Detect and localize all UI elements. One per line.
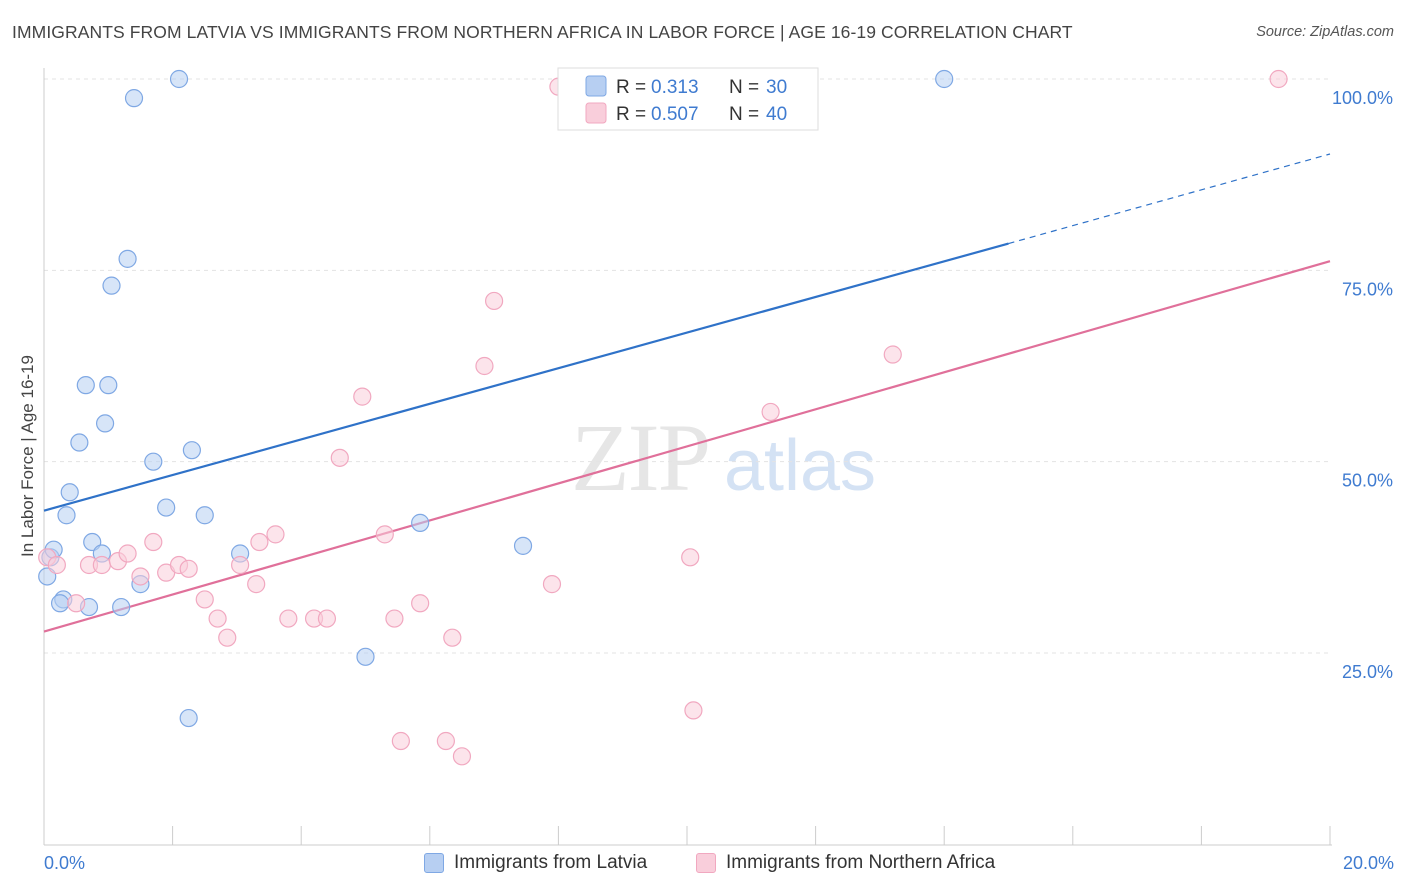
x-tick-label-min: 0.0% — [44, 853, 85, 873]
point-s2-39 — [1269, 69, 1288, 89]
watermark-atlas: atlas — [724, 426, 876, 506]
y-axis-label: In Labor Force | Age 16-19 — [18, 355, 37, 557]
point-s2-28 — [436, 731, 455, 751]
point-s2-23 — [353, 387, 372, 406]
point-s2-25 — [385, 609, 404, 628]
point-s2-36 — [684, 701, 703, 720]
point-s2-18 — [266, 525, 285, 544]
legend-n-label-northern-africa: N = — [729, 104, 759, 125]
point-s2-37 — [761, 402, 780, 422]
point-s2-6 — [118, 544, 137, 563]
chart-title: IMMIGRANTS FROM LATVIA VS IMMIGRANTS FRO… — [12, 22, 1073, 42]
point-s1-15 — [112, 597, 131, 617]
point-s1-29 — [935, 69, 954, 89]
y-tick-label-100: 100.0% — [1332, 88, 1393, 108]
point-s1-14 — [102, 276, 121, 295]
x-ticks — [172, 826, 1331, 845]
series-latvia-points — [38, 69, 954, 728]
point-s1-22 — [179, 708, 198, 728]
point-s1-19 — [144, 452, 163, 471]
point-s1-21 — [169, 69, 189, 89]
legend-r-value-latvia: 0.313 — [651, 77, 699, 98]
axes — [43, 68, 1332, 846]
point-s2-13 — [208, 609, 227, 628]
point-s2-12 — [195, 590, 214, 609]
point-s2-11 — [179, 559, 198, 578]
watermark-zip: ZIP — [571, 404, 709, 511]
trend-line-0 — [43, 242, 1009, 512]
legend-n-label-latvia: N = — [729, 77, 759, 98]
point-s1-28 — [513, 536, 533, 555]
legend-n-value-latvia: 30 — [766, 77, 787, 98]
y-tick-label-75: 75.0% — [1342, 279, 1393, 299]
point-s2-30 — [443, 628, 462, 647]
point-s2-19 — [279, 609, 298, 628]
point-s2-15 — [231, 555, 250, 575]
point-s2-29 — [452, 747, 472, 766]
point-s1-16 — [118, 249, 137, 268]
legend-label-northern-africa: Immigrants from Northern Africa — [726, 852, 996, 873]
y-tick-labels: 25.0% 50.0% 75.0% 100.0% — [1332, 88, 1393, 682]
point-s2-17 — [250, 532, 269, 552]
point-s1-4 — [50, 594, 70, 613]
point-s1-7 — [70, 433, 89, 452]
point-s1-24 — [195, 506, 214, 525]
trend-lines — [43, 153, 1331, 633]
point-s2-1 — [47, 555, 66, 575]
point-s2-32 — [485, 291, 504, 311]
point-s2-33 — [542, 575, 562, 594]
y-tick-label-50: 50.0% — [1342, 471, 1393, 491]
point-s2-8 — [144, 532, 163, 552]
point-s1-23 — [182, 441, 201, 460]
point-s2-26 — [391, 731, 410, 751]
point-s2-38 — [883, 345, 902, 364]
y-tick-label-25: 25.0% — [1342, 662, 1393, 682]
legend-label-latvia: Immigrants from Latvia — [454, 852, 648, 873]
correlation-legend: R = 0.313 N = 30 R = 0.507 N = 40 — [557, 67, 819, 131]
legend-r-value-northern-africa: 0.507 — [651, 104, 699, 125]
legend-swatch-northern-africa-bottom — [696, 853, 716, 873]
point-s1-5 — [57, 506, 76, 525]
point-s2-4 — [92, 555, 111, 575]
point-s1-6 — [60, 483, 79, 502]
point-s2-14 — [218, 628, 237, 647]
point-s2-2 — [67, 594, 86, 613]
point-s2-35 — [681, 548, 700, 567]
legend-swatch-latvia — [585, 75, 607, 97]
point-s1-13 — [99, 376, 118, 395]
series-northern-africa-points — [38, 69, 1288, 766]
point-s2-22 — [330, 448, 349, 467]
point-s1-26 — [356, 647, 375, 666]
point-s1-12 — [95, 414, 115, 433]
x-tick-label-max: 20.0% — [1343, 853, 1394, 873]
legend-item-latvia: Immigrants from Latvia — [424, 852, 647, 874]
legend-swatch-northern-africa — [585, 102, 607, 124]
point-s1-17 — [124, 89, 144, 108]
point-s1-8 — [76, 376, 95, 395]
point-s2-21 — [317, 609, 337, 628]
legend-swatch-latvia-bottom — [424, 853, 444, 873]
trend-line-1 — [43, 260, 1331, 633]
legend-n-value-northern-africa: 40 — [766, 104, 787, 125]
legend-r-label-latvia: R = — [616, 77, 646, 98]
source-label: Source: ZipAtlas.com — [1256, 24, 1394, 40]
series-legend: Immigrants from Latvia Immigrants from N… — [0, 848, 1406, 882]
legend-r-label-northern-africa: R = — [616, 104, 646, 125]
point-s2-27 — [411, 594, 430, 613]
point-s2-24 — [375, 525, 394, 544]
point-s2-31 — [475, 356, 494, 376]
point-s1-27 — [411, 513, 430, 532]
legend-item-northern-africa: Immigrants from Northern Africa — [696, 852, 995, 874]
point-s2-16 — [247, 575, 266, 594]
trend-line-extension-0 — [1008, 153, 1331, 245]
point-s2-7 — [131, 567, 150, 586]
point-s1-20 — [157, 498, 176, 517]
